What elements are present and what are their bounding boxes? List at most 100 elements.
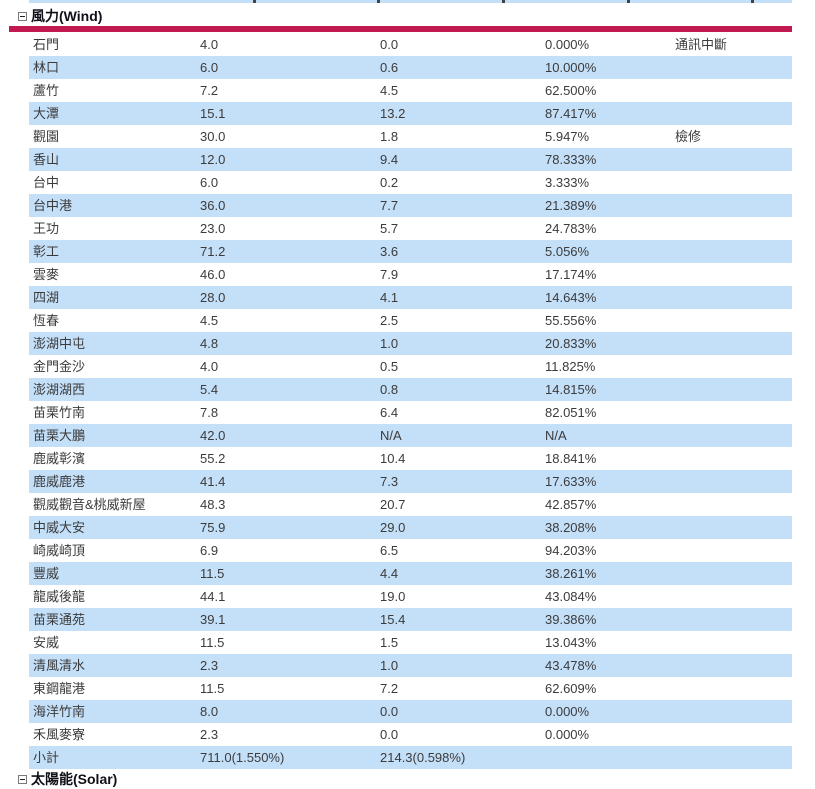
ratio-cell: 87.417%: [545, 106, 597, 121]
table-row: 香山 12.0 9.4 78.333%: [29, 148, 792, 171]
table-row: 澎湖湖西 5.4 0.8 14.815%: [29, 378, 792, 401]
capacity-cell: 5.4: [200, 382, 219, 397]
output-cell: 20.7: [380, 497, 406, 512]
ratio-cell: 43.478%: [545, 658, 597, 673]
capacity-cell: 71.2: [200, 244, 226, 259]
output-cell: 1.5: [380, 635, 399, 650]
station-name-cell: 澎湖湖西: [33, 382, 86, 397]
solar-section-title: 太陽能(Solar): [31, 771, 118, 787]
table-row: 苗栗竹南 7.8 6.4 82.051%: [29, 401, 792, 424]
output-cell: 4.4: [380, 566, 399, 581]
station-name-cell: 觀威觀音&桃威新屋: [33, 497, 146, 512]
output-cell: 9.4: [380, 152, 399, 167]
station-name-cell: 四湖: [33, 290, 60, 305]
output-cell: 6.4: [380, 405, 399, 420]
capacity-cell: 44.1: [200, 589, 226, 604]
station-name-cell: 龍威後龍: [33, 589, 86, 604]
ratio-cell: 82.051%: [545, 405, 597, 420]
ratio-cell: 14.643%: [545, 290, 597, 305]
note-cell: [675, 263, 792, 286]
ratio-cell: 3.333%: [545, 175, 590, 190]
note-cell: [675, 194, 792, 217]
capacity-cell: 711.0(1.550%): [200, 750, 285, 765]
output-cell: 15.4: [380, 612, 406, 627]
station-name-cell: 石門: [33, 37, 60, 52]
ratio-cell: 24.783%: [545, 221, 597, 236]
note-cell: [675, 447, 792, 470]
output-cell: 29.0: [380, 520, 406, 535]
table-row: 東鋼龍港 11.5 7.2 62.609%: [29, 677, 792, 700]
output-cell: 0.5: [380, 359, 399, 374]
table-row: 豐威 11.5 4.4 38.261%: [29, 562, 792, 585]
ratio-cell: 14.815%: [545, 382, 597, 397]
output-cell: 0.0: [380, 727, 399, 742]
capacity-cell: 2.3: [200, 658, 219, 673]
ratio-cell: 17.633%: [545, 474, 597, 489]
ratio-cell: 0.000%: [545, 37, 590, 52]
capacity-cell: 75.9: [200, 520, 226, 535]
station-name-cell: 安威: [33, 635, 60, 650]
output-cell: 7.3: [380, 474, 399, 489]
table-row: 大潭 15.1 13.2 87.417%: [29, 102, 792, 125]
section-accent-bar: [9, 26, 792, 32]
output-cell: 1.8: [380, 129, 399, 144]
note-cell: [675, 608, 792, 631]
ratio-cell: 55.556%: [545, 313, 597, 328]
capacity-cell: 11.5: [200, 566, 225, 581]
capacity-cell: 8.0: [200, 704, 219, 719]
output-cell: 2.5: [380, 313, 399, 328]
capacity-cell: 4.8: [200, 336, 219, 351]
table-row: 苗栗大鵬 42.0 N/A N/A: [29, 424, 792, 447]
capacity-cell: 11.5: [200, 635, 225, 650]
note-cell: [675, 470, 792, 493]
note-cell: [675, 401, 792, 424]
ratio-cell: 94.203%: [545, 543, 597, 558]
collapse-minus-icon[interactable]: [18, 774, 27, 784]
station-name-cell: 苗栗通苑: [33, 612, 86, 627]
station-name-cell: 鹿威鹿港: [33, 474, 86, 489]
station-name-cell: 澎湖中屯: [33, 336, 86, 351]
capacity-cell: 4.0: [200, 359, 219, 374]
ratio-cell: 17.174%: [545, 267, 597, 282]
table-row: 苗栗通苑 39.1 15.4 39.386%: [29, 608, 792, 631]
note-cell: [675, 493, 792, 516]
note-cell: [675, 286, 792, 309]
station-name-cell: 中威大安: [33, 520, 86, 535]
note-cell: [675, 56, 792, 79]
table-row: 台中港 36.0 7.7 21.389%: [29, 194, 792, 217]
capacity-cell: 12.0: [200, 152, 226, 167]
table-row: 蘆竹 7.2 4.5 62.500%: [29, 79, 792, 102]
station-name-cell: 金門金沙: [33, 359, 86, 374]
station-name-cell: 苗栗大鵬: [33, 428, 86, 443]
station-name-cell: 清風清水: [33, 658, 86, 673]
note-cell: [675, 171, 792, 194]
table-row: 海洋竹南 8.0 0.0 0.000%: [29, 700, 792, 723]
capacity-cell: 6.0: [200, 60, 219, 75]
station-name-cell: 海洋竹南: [33, 704, 86, 719]
station-name-cell: 東鋼龍港: [33, 681, 86, 696]
table-row: 龍威後龍 44.1 19.0 43.084%: [29, 585, 792, 608]
output-cell: 0.2: [380, 175, 399, 190]
note-cell: [675, 631, 792, 654]
ratio-cell: 18.841%: [545, 451, 597, 466]
station-name-cell: 台中港: [33, 198, 73, 213]
capacity-cell: 39.1: [200, 612, 226, 627]
table-row: 觀威觀音&桃威新屋 48.3 20.7 42.857%: [29, 493, 792, 516]
ratio-cell: 62.609%: [545, 681, 597, 696]
subtotal-row: 小計 711.0(1.550%) 214.3(0.598%): [29, 746, 792, 769]
output-cell: 3.6: [380, 244, 399, 259]
capacity-cell: 23.0: [200, 221, 226, 236]
column-divider-tick: [627, 0, 630, 3]
table-row: 鹿威鹿港 41.4 7.3 17.633%: [29, 470, 792, 493]
note-cell: [675, 562, 792, 585]
note-cell: [675, 378, 792, 401]
ratio-cell: 38.208%: [545, 520, 597, 535]
collapse-minus-icon[interactable]: [18, 11, 27, 21]
note-cell: [675, 102, 792, 125]
note-cell: [675, 746, 792, 769]
note-cell: [675, 332, 792, 355]
station-name-cell: 恆春: [33, 313, 60, 328]
output-cell: 0.0: [380, 704, 399, 719]
station-name-cell: 雲麥: [33, 267, 60, 282]
station-name-cell: 崎威崎頂: [33, 543, 86, 558]
